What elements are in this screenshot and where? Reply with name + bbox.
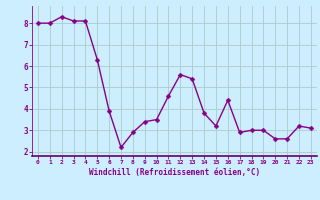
X-axis label: Windchill (Refroidissement éolien,°C): Windchill (Refroidissement éolien,°C): [89, 168, 260, 177]
